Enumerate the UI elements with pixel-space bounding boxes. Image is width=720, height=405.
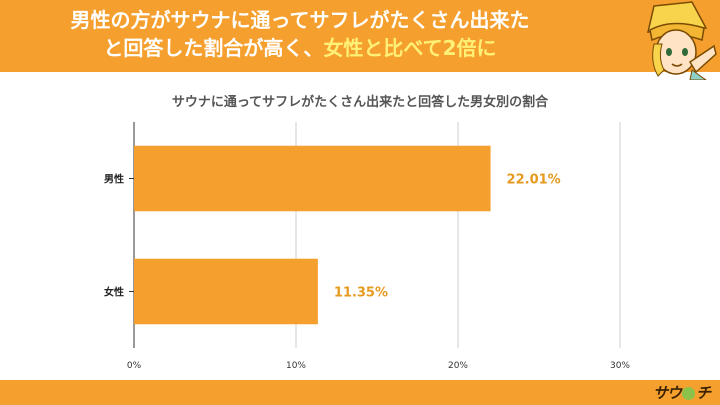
headline: 男性の方がサウナに通ってサフレがたくさん出来た と回答した割合が高く、女性と比べ… [0,6,600,62]
header-banner: 男性の方がサウナに通ってサフレがたくさん出来た と回答した割合が高く、女性と比べ… [0,0,720,80]
category-label: 男性 [104,173,124,186]
category-label: 女性 [104,286,124,299]
logo-text-2: チ [695,384,711,402]
headline-highlight: 女性と比べて2倍に [323,36,497,60]
bar [134,258,318,325]
mascot-illustration [647,1,717,80]
x-tick-label: 30% [610,361,630,371]
data-label: 22.01% [507,173,561,188]
footer-bar: サウチ [0,380,720,405]
headline-line1: 男性の方がサウナに通ってサフレがたくさん出来た [70,8,530,32]
x-tick-label: 20% [448,361,468,371]
data-label: 11.35% [334,286,388,301]
x-tick-label: 0% [127,361,142,371]
headline-line2: と回答した割合が高く、女性と比べて2倍に [0,34,600,62]
chart-title: サウナに通ってサフレがたくさん出来たと回答した男女別の割合 [171,95,549,110]
logo-text-1: サウ [652,384,682,402]
leaf-icon [681,387,695,400]
bar [134,145,491,212]
headline-line2-text: と回答した割合が高く、 [103,36,324,60]
x-tick-label: 10% [286,361,306,371]
brand-logo: サウチ [652,382,711,403]
